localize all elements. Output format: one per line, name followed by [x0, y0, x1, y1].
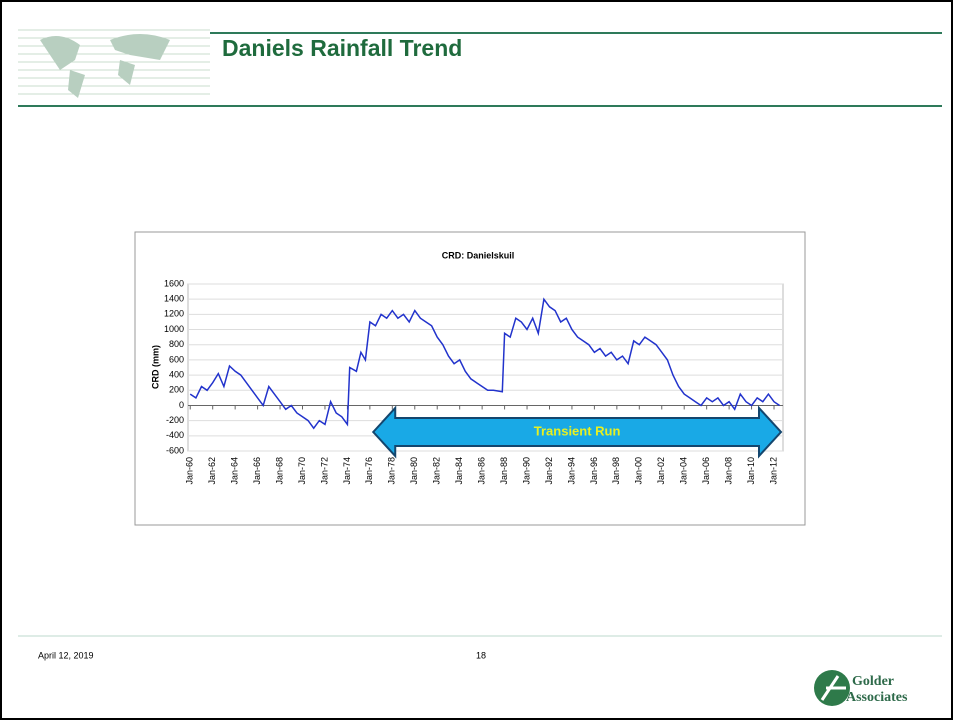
x-tick-label: Jan-62	[207, 457, 217, 485]
x-tick-label: Jan-94	[566, 457, 576, 485]
y-tick-label: 200	[169, 385, 184, 395]
slide-title: Daniels Rainfall Trend	[222, 35, 462, 61]
map-logo	[18, 29, 210, 98]
x-tick-label: Jan-72	[319, 457, 329, 485]
x-tick-label: Jan-66	[252, 457, 262, 485]
x-tick-label: Jan-68	[274, 457, 284, 485]
y-tick-label: 1000	[164, 324, 184, 334]
x-tick-label: Jan-76	[364, 457, 374, 485]
x-tick-label: Jan-90	[521, 457, 531, 485]
annotation-arrow	[371, 405, 783, 459]
y-tick-label: 1600	[164, 278, 184, 288]
x-tick-label: Jan-80	[409, 457, 419, 485]
x-tick-label: Jan-86	[477, 457, 487, 485]
y-tick-label: 1400	[164, 294, 184, 304]
y-tick-label: 800	[169, 339, 184, 349]
x-tick-label: Jan-98	[611, 457, 621, 485]
y-tick-label: -400	[166, 430, 184, 440]
logo-text: Golder	[852, 674, 894, 689]
x-tick-label: Jan-92	[544, 457, 554, 485]
x-tick-label: Jan-06	[701, 457, 711, 485]
x-tick-label: Jan-60	[185, 457, 195, 485]
chart-title: CRD: Danielskuil	[442, 250, 515, 260]
y-axis-label: CRD (mm)	[150, 345, 160, 389]
x-tick-label: Jan-64	[230, 457, 240, 485]
x-tick-label: Jan-84	[454, 457, 464, 485]
logo-text: Associates	[846, 690, 908, 705]
x-tick-label: Jan-78	[387, 457, 397, 485]
annotation-label: Transient Run	[534, 423, 621, 438]
company-logo: Golder Associates	[814, 670, 908, 706]
y-tick-label: 600	[169, 354, 184, 364]
y-tick-label: -200	[166, 415, 184, 425]
x-tick-label: Jan-00	[634, 457, 644, 485]
x-tick-label: Jan-70	[297, 457, 307, 485]
x-tick-label: Jan-96	[589, 457, 599, 485]
y-tick-label: 400	[169, 369, 184, 379]
data-line	[189, 297, 781, 430]
x-tick-label: Jan-12	[768, 457, 778, 485]
slide-date: April 12, 2019	[38, 650, 94, 660]
x-tick-label: Jan-02	[656, 457, 666, 485]
y-tick-label: 0	[179, 400, 184, 410]
x-tick-label: Jan-88	[499, 457, 509, 485]
x-tick-label: Jan-10	[746, 457, 756, 485]
y-tick-label: -600	[166, 445, 184, 455]
y-tick-label: 1200	[164, 309, 184, 319]
chart: CRD: Danielskuil CRD (mm) -600 -400 -200 0 2…	[134, 231, 806, 526]
x-tick-label: Jan-74	[342, 457, 352, 485]
page-number: 18	[476, 650, 486, 660]
x-tick-label: Jan-08	[723, 457, 733, 485]
x-tick-label: Jan-82	[432, 457, 442, 485]
x-tick-label: Jan-04	[679, 457, 689, 485]
